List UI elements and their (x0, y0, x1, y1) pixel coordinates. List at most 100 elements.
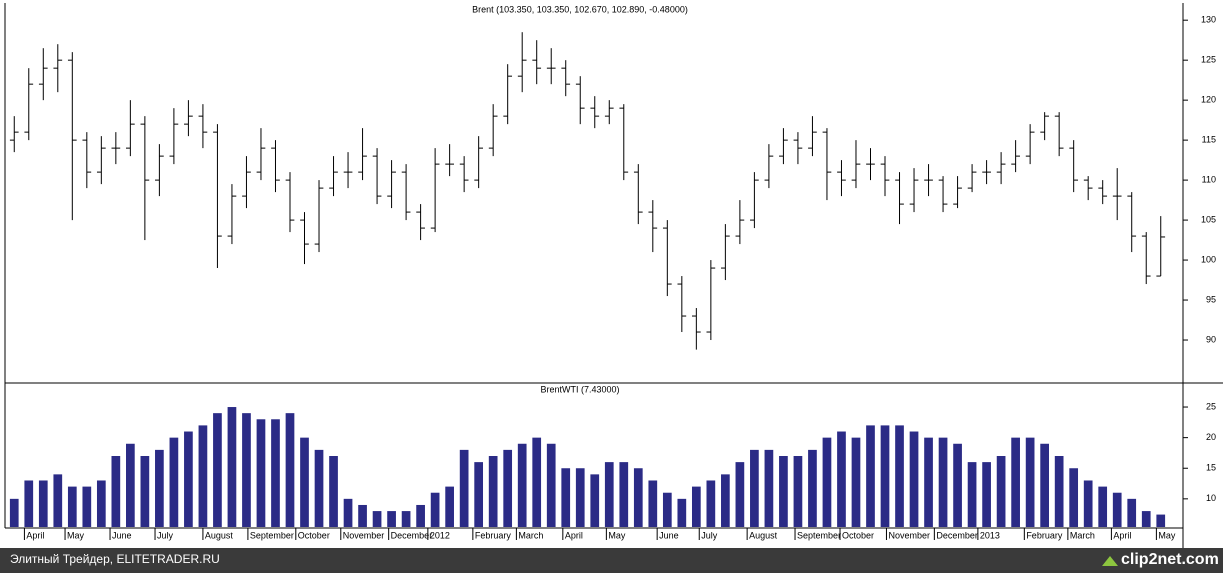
bar (808, 449, 817, 527)
y-tick-label: 115 (1202, 135, 1216, 145)
x-tick-label: August (749, 530, 778, 540)
bar (1098, 486, 1108, 527)
bar (1112, 492, 1122, 527)
bar (1141, 511, 1151, 527)
logo-icon (1102, 556, 1118, 566)
bar (619, 462, 629, 527)
bar (184, 431, 193, 527)
bar (53, 474, 63, 527)
x-tick-label: December (936, 530, 978, 540)
logo-text: clip2net.com (1121, 551, 1219, 568)
y-tick-label: 15 (1206, 463, 1216, 473)
bar (1156, 514, 1166, 527)
bar (735, 462, 745, 527)
bar (532, 437, 542, 527)
bar (24, 480, 34, 527)
bar (1054, 456, 1064, 527)
bar (938, 437, 948, 527)
bar (837, 431, 846, 527)
bar (575, 468, 585, 527)
y-tick-label: 130 (1201, 15, 1216, 25)
panel-title: Brent (103.350, 103.350, 102.670, 102.89… (472, 4, 688, 14)
x-tick-label: February (475, 530, 512, 540)
bar (590, 474, 600, 527)
bar (706, 480, 716, 527)
bar (866, 425, 875, 527)
bar (546, 443, 556, 527)
bar (126, 443, 135, 527)
bar (445, 486, 454, 527)
bar (155, 449, 164, 527)
bar (256, 419, 266, 527)
bar (677, 498, 687, 527)
x-tick-label: February (1026, 530, 1063, 540)
x-tick-label: March (518, 530, 543, 540)
bar (1011, 437, 1020, 527)
y-tick-label: 95 (1206, 294, 1216, 304)
bar (358, 504, 367, 527)
x-tick-label: 2013 (980, 530, 1000, 540)
x-tick-label: August (205, 530, 234, 540)
y-tick-label: 120 (1201, 95, 1216, 105)
x-tick-label: April (565, 530, 583, 540)
y-tick-label: 25 (1206, 401, 1216, 411)
x-tick-label: April (26, 530, 44, 540)
y-tick-label: 20 (1206, 432, 1216, 442)
bar (96, 480, 106, 527)
footer-text: Элитный Трейдер, ELITETRADER.RU (10, 552, 220, 566)
bar (1025, 437, 1035, 527)
y-tick-label: 125 (1201, 55, 1216, 65)
bar (822, 437, 832, 527)
bar (140, 456, 150, 527)
bar (38, 480, 48, 527)
bar (764, 449, 774, 527)
bar (604, 462, 614, 527)
bar (750, 449, 759, 527)
bar (387, 511, 396, 527)
bar (416, 504, 425, 527)
bar (213, 413, 222, 527)
bar (343, 498, 353, 527)
bar (459, 449, 469, 527)
y-tick-label: 110 (1202, 174, 1216, 184)
x-tick-label: May (67, 530, 85, 540)
bar (1069, 468, 1079, 527)
bar (851, 437, 861, 527)
bar (1083, 480, 1093, 527)
bar (982, 462, 991, 527)
bar (662, 492, 672, 527)
x-tick-label: July (157, 530, 174, 540)
bar (779, 456, 788, 527)
x-tick-label: May (1158, 530, 1176, 540)
x-tick-label: May (608, 530, 626, 540)
x-tick-label: June (659, 530, 679, 540)
bar (300, 437, 309, 527)
x-tick-label: November (888, 530, 930, 540)
bar (880, 425, 890, 527)
bar (909, 431, 919, 527)
bar (924, 437, 933, 527)
x-tick-label: March (1070, 530, 1095, 540)
bar (474, 462, 484, 527)
bar (967, 462, 977, 527)
y-tick-label: 105 (1201, 214, 1216, 224)
x-tick-label: 2012 (430, 530, 450, 540)
y-tick-label: 10 (1206, 493, 1216, 503)
x-tick-label: June (112, 530, 132, 540)
bar (329, 456, 338, 527)
bar (895, 425, 904, 527)
bar (242, 413, 251, 527)
x-tick-label: April (1113, 530, 1131, 540)
bar (633, 468, 643, 527)
bar (227, 407, 237, 527)
bar (271, 419, 280, 527)
bar (721, 474, 730, 527)
panel-title: BrentWTI (7.43000) (540, 384, 619, 394)
x-tick-label: September (797, 530, 841, 540)
x-tick-label: October (298, 530, 330, 540)
x-tick-label: July (701, 530, 718, 540)
bar (198, 425, 208, 527)
bar (111, 456, 121, 527)
x-tick-label: November (343, 530, 385, 540)
